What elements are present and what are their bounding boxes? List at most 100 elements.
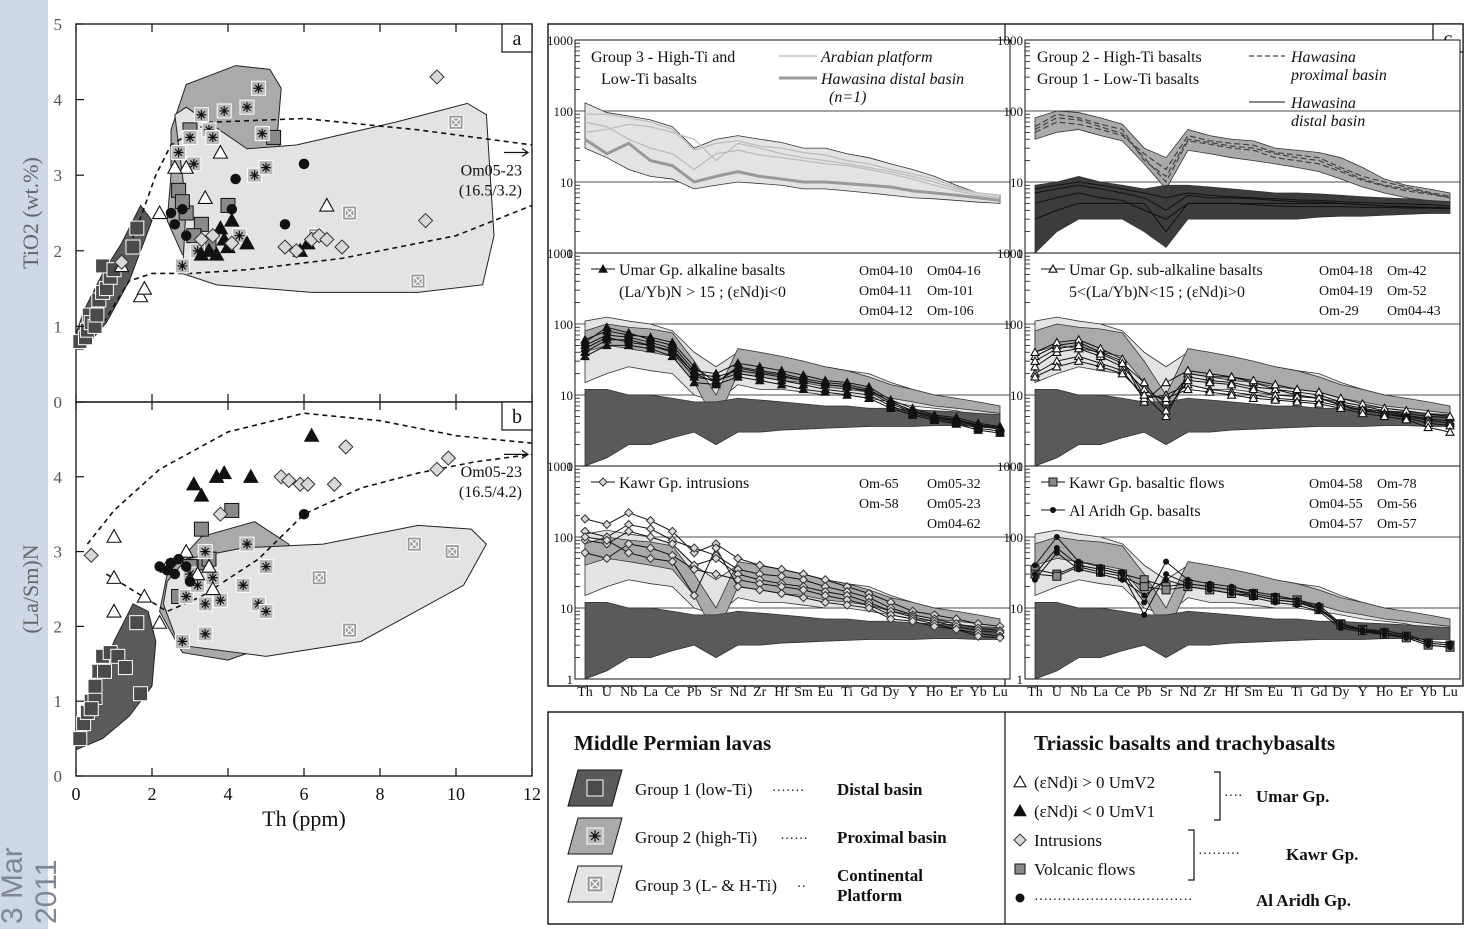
legend-title: Triassic basalts and trachybasalts xyxy=(1034,731,1335,755)
spider-c3: 1 10 100 1000 Umar Gp. alkaline basalts (La/Y… xyxy=(547,246,1011,474)
point-star xyxy=(235,577,251,593)
series-point xyxy=(1226,379,1237,389)
point-diamond xyxy=(440,450,457,466)
series-point xyxy=(1379,411,1390,421)
point-tri-open xyxy=(212,144,229,159)
point-tri-filled xyxy=(208,246,225,261)
x-tick-label: 2 xyxy=(148,784,157,804)
series-point xyxy=(689,368,700,378)
series-point xyxy=(1272,599,1279,606)
legend-label: Group 2 (high-Ti) xyxy=(635,828,757,847)
point-star xyxy=(247,167,263,183)
y-tick-label: 1000 xyxy=(997,33,1023,48)
legend-group: Al Aridh Gp. xyxy=(1256,891,1351,910)
series-line xyxy=(584,123,1001,196)
point-tri-filled xyxy=(185,476,202,491)
point-diamond xyxy=(300,476,316,492)
point-circle xyxy=(180,230,192,241)
spider-c2: 1 10 100 1000 Group 2 - High-Ti basalts Group… xyxy=(997,33,1461,261)
series-point xyxy=(1141,611,1148,618)
series-point xyxy=(1204,368,1215,378)
point-circle xyxy=(184,576,196,587)
x-tick-label: 6 xyxy=(300,784,309,804)
legend-text: Umar Gp. sub-alkaline basalts xyxy=(1069,262,1263,279)
legend-dots: ······ xyxy=(780,832,808,847)
x-tick-label: La xyxy=(643,685,659,700)
series-point xyxy=(623,539,634,549)
point-xbox xyxy=(444,544,460,560)
series-point xyxy=(733,362,743,372)
point-star xyxy=(239,536,255,552)
series-point xyxy=(623,526,634,537)
series-line xyxy=(584,326,1001,427)
x-tick-label: Sm xyxy=(794,685,813,700)
legend-dots: ········· xyxy=(1198,847,1240,862)
sample-id: Om04-11 xyxy=(859,284,912,299)
bracket xyxy=(1188,829,1195,881)
band-field xyxy=(1034,175,1451,254)
dashed-envelope xyxy=(98,204,533,331)
point-diamond xyxy=(83,547,99,564)
series-point xyxy=(645,532,656,542)
x-tick-label: Ce xyxy=(665,685,681,700)
x-tick-label: 4 xyxy=(224,784,233,804)
series-point xyxy=(1423,422,1434,432)
series-point xyxy=(1119,571,1126,578)
series-point xyxy=(1248,393,1259,402)
series-point xyxy=(601,332,612,341)
series-point xyxy=(1248,384,1259,394)
panel-a-scatter: 0 1 2 3 4 5 a Om05-23 (16.5/3.2) TiO2 (wt.%) xyxy=(18,15,533,412)
x-tick-label: Dy xyxy=(882,685,899,700)
series-line xyxy=(1034,121,1451,197)
point-tri-filled xyxy=(216,465,233,480)
series-point xyxy=(1182,384,1193,394)
x-tick-label: Nd xyxy=(729,685,746,700)
point-tri-filled xyxy=(303,427,320,442)
point-tri-open xyxy=(151,204,168,220)
x-tick-label: Yb xyxy=(970,685,987,700)
series-point xyxy=(754,367,765,376)
y-tick-label: 1000 xyxy=(547,246,573,261)
series-point xyxy=(580,343,590,353)
series-point xyxy=(1447,644,1453,651)
y-tick-label: 4 xyxy=(54,468,63,487)
y-tick-label: 5 xyxy=(54,15,63,34)
y-tick-label: 0 xyxy=(54,393,63,412)
x-tick-label: Th xyxy=(577,685,593,700)
spider-c5: 1 10 100 1000 Kawr Gp. intrusions Om-65 Om05-3… xyxy=(547,459,1011,700)
y-tick-label: 100 xyxy=(554,317,574,332)
series-line xyxy=(1034,360,1451,433)
series-point xyxy=(689,564,699,575)
x-tick-label: U xyxy=(1052,685,1062,700)
series-point xyxy=(1270,394,1281,404)
panel-label-box xyxy=(501,401,533,431)
y-tick-label: 10 xyxy=(1010,388,1023,403)
series-point xyxy=(733,581,743,592)
series-point xyxy=(929,411,940,421)
y-tick-label: 2 xyxy=(54,242,63,261)
x-tick-label: Y xyxy=(908,685,918,700)
x-tick-label: Nb xyxy=(1070,685,1087,700)
sample-id: Om-52 xyxy=(1387,284,1427,299)
series-point xyxy=(1139,582,1149,592)
point-tri-open xyxy=(106,603,122,618)
legend-group: Kawr Gp. xyxy=(1286,845,1358,864)
panel-label-box xyxy=(501,23,533,53)
legend-text: Umar Gp. alkaline basalts xyxy=(619,262,785,279)
series-point xyxy=(1357,408,1368,418)
series-point xyxy=(1032,571,1038,578)
series-point xyxy=(733,371,743,381)
point-star xyxy=(197,626,213,642)
x-tick-label: Sr xyxy=(710,685,723,700)
point-star xyxy=(174,633,190,649)
point-square-dark xyxy=(129,220,145,236)
series-point xyxy=(1073,340,1084,350)
series-point xyxy=(1119,576,1126,583)
series-point xyxy=(798,592,809,603)
legend-setting: Continental xyxy=(837,866,923,885)
y-tick-label: 10 xyxy=(1010,175,1023,190)
series-point xyxy=(667,345,678,355)
point-tri-open xyxy=(204,580,221,596)
legend-marker xyxy=(1048,263,1058,273)
series-point xyxy=(623,548,634,558)
